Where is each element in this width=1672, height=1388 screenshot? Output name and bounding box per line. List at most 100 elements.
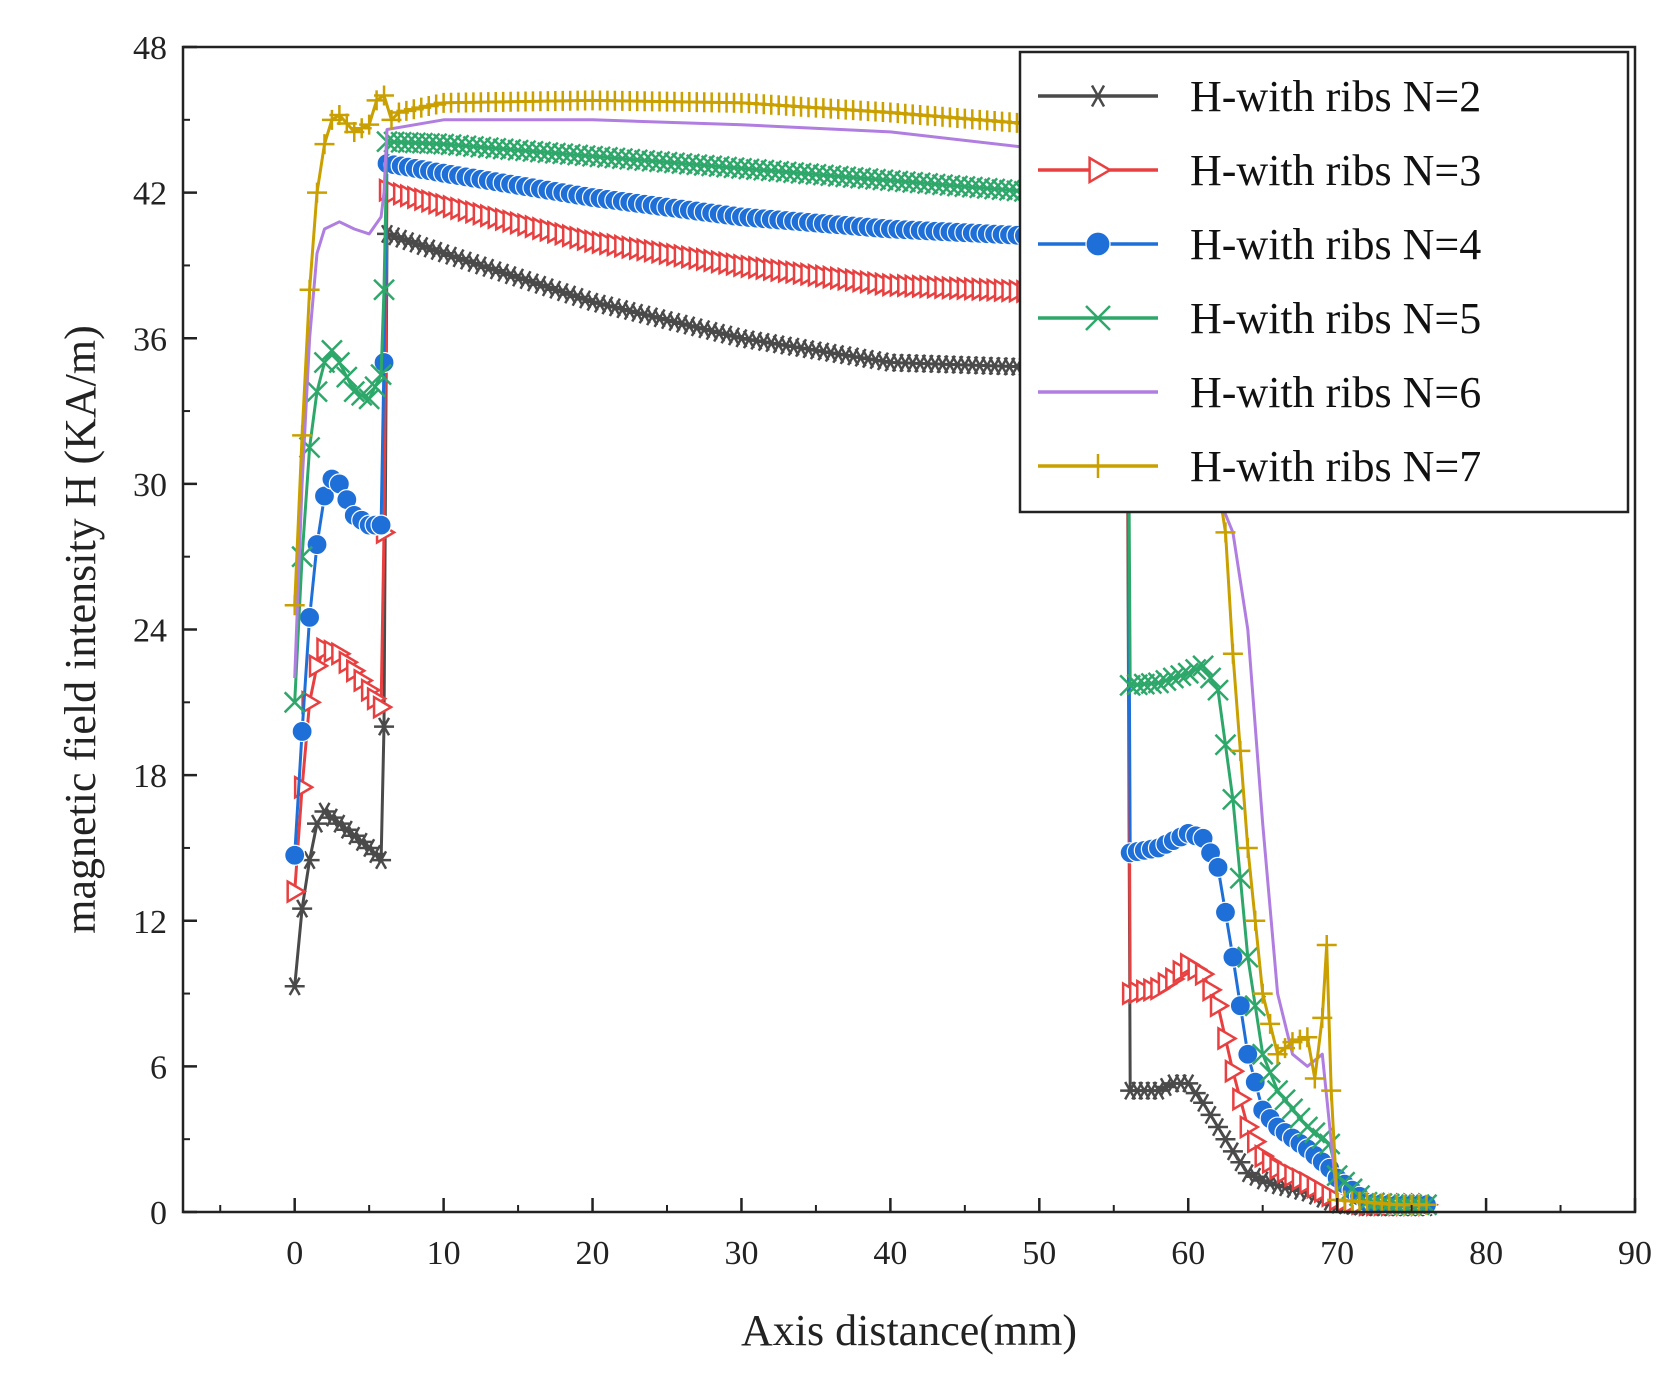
data-point (1230, 740, 1251, 761)
x-tick-label: 60 (1171, 1235, 1205, 1272)
y-tick-label: 12 (133, 904, 167, 941)
data-point (292, 425, 313, 446)
data-point (1147, 672, 1170, 694)
data-point (370, 363, 392, 386)
data-point (1222, 788, 1244, 811)
x-tick-label: 40 (873, 1235, 907, 1272)
data-point (1237, 1043, 1259, 1065)
data-point (1297, 1027, 1318, 1048)
legend-item: H-with ribs N=7 (1038, 442, 1481, 491)
data-point (1304, 1068, 1325, 1089)
data-point (298, 606, 321, 628)
data-point (1178, 1074, 1199, 1093)
data-point (306, 380, 328, 403)
tick-layer: 0 10 20 30 40 50 60 70 80 90 0 6 12 18 24 30 36 42 48 (133, 30, 1652, 1272)
data-point (1259, 1061, 1282, 1084)
data-point (291, 720, 313, 743)
data-point (1177, 662, 1200, 685)
data-point (343, 380, 366, 403)
legend-item: H-with ribs N=4 (1038, 220, 1481, 269)
data-point (1245, 910, 1266, 931)
data-point (1224, 1059, 1246, 1084)
legend-label: H-with ribs N=3 (1190, 146, 1481, 195)
data-point (373, 278, 395, 301)
y-tick-label: 24 (133, 613, 167, 650)
x-tick-label: 0 (286, 1235, 303, 1272)
y-tick-label: 48 (133, 30, 167, 67)
data-point (306, 533, 328, 556)
data-point (374, 85, 395, 106)
legend-item: H-with ribs N=3 (1038, 146, 1481, 195)
data-point (1085, 305, 1111, 331)
data-point (308, 653, 330, 679)
data-point (1086, 84, 1110, 108)
data-point (1244, 1071, 1266, 1093)
data-point (1214, 901, 1237, 923)
data-point (1199, 667, 1222, 689)
legend-label: H-with ribs N=2 (1190, 72, 1481, 121)
data-point (314, 134, 335, 155)
data-point (283, 691, 306, 714)
data-point (1217, 1026, 1238, 1051)
data-point (1318, 1133, 1341, 1155)
data-point (335, 366, 358, 388)
legend: H-with ribs N=2 H-with ribs N=3 H-with rib… (1018, 50, 1630, 514)
legend-label: H-with ribs N=5 (1190, 294, 1481, 343)
x-axis-title: Axis distance(mm) (741, 1306, 1077, 1355)
legend-label: H-with ribs N=4 (1190, 220, 1481, 269)
data-point (1232, 1086, 1253, 1112)
data-point (321, 339, 343, 362)
data-point (1185, 1083, 1206, 1103)
data-point (1155, 669, 1177, 692)
data-point (307, 182, 328, 203)
x-tick-label: 10 (427, 1235, 461, 1272)
data-point (328, 351, 351, 374)
x-tick-label: 50 (1022, 1235, 1056, 1272)
data-point (1260, 1013, 1281, 1034)
data-point (359, 114, 380, 135)
data-point (1207, 679, 1229, 702)
legend-item: H-with ribs N=5 (1038, 294, 1481, 343)
data-point (1086, 454, 1110, 478)
data-point (1316, 935, 1337, 956)
data-point (1085, 231, 1111, 257)
y-tick-label: 6 (150, 1049, 167, 1086)
data-point (1252, 983, 1273, 1004)
data-point (1162, 667, 1185, 689)
data-point (299, 279, 320, 300)
data-point (1184, 658, 1207, 681)
data-point (284, 595, 305, 616)
data-point (1229, 995, 1251, 1017)
x-tick-label: 30 (724, 1235, 758, 1272)
data-point (350, 384, 373, 407)
y-tick-label: 18 (133, 758, 167, 795)
data-point (1251, 1043, 1274, 1066)
data-point (1237, 837, 1258, 858)
data-point (292, 899, 313, 918)
data-point (371, 850, 392, 870)
y-axis-title: magnetic field intensity H (KA/m) (56, 325, 105, 934)
y-tick-label: 30 (133, 467, 167, 504)
data-point (364, 375, 386, 398)
data-point (1209, 993, 1231, 1018)
data-point (1192, 655, 1215, 677)
data-point (1169, 664, 1192, 687)
data-point (358, 388, 381, 410)
legend-item: H-with ribs N=6 (1038, 368, 1481, 417)
x-tick-label: 20 (576, 1235, 610, 1272)
data-point (284, 844, 306, 866)
y-tick-label: 0 (150, 1195, 167, 1232)
data-point (370, 514, 392, 536)
legend-box (1018, 50, 1630, 514)
data-point (1222, 946, 1244, 968)
data-point (372, 694, 394, 720)
y-tick-label: 36 (133, 321, 167, 358)
series-2 (286, 178, 1439, 1217)
data-point (374, 717, 395, 736)
data-point (1140, 672, 1163, 695)
data-point (1215, 522, 1236, 543)
legend-label: H-with ribs N=7 (1190, 442, 1481, 491)
x-tick-label: 90 (1618, 1235, 1652, 1272)
data-point (1222, 643, 1243, 664)
